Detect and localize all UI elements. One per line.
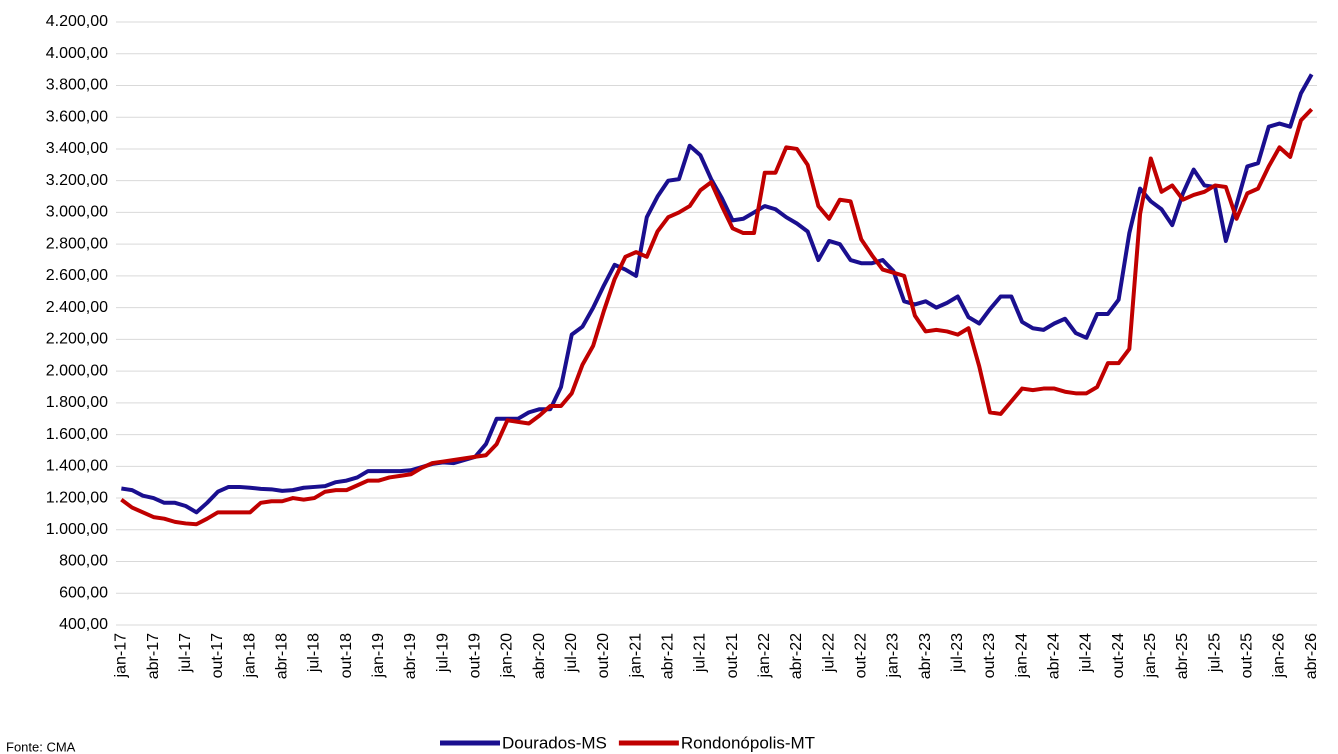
x-tick-label: abr-17 xyxy=(145,633,162,679)
y-tick-label: 2.200,00 xyxy=(46,331,108,348)
x-tick-label: jul-22 xyxy=(820,633,837,673)
x-tick-label: jul-21 xyxy=(692,633,709,673)
x-tick-label: jul-17 xyxy=(177,633,194,673)
y-tick-label: 2.800,00 xyxy=(46,235,108,252)
x-tick-label: abr-21 xyxy=(659,633,676,679)
y-tick-label: 3.200,00 xyxy=(46,172,108,189)
x-tick-label: jul-20 xyxy=(563,633,580,673)
x-tick-label: out-23 xyxy=(981,633,998,678)
x-tick-label: jul-23 xyxy=(949,633,966,673)
x-tick-label: out-24 xyxy=(1110,633,1127,678)
x-tick-label: abr-20 xyxy=(531,633,548,679)
x-tick-label: jul-19 xyxy=(434,633,451,673)
y-tick-label: 4.200,00 xyxy=(46,13,108,30)
x-tick-label: jan-19 xyxy=(370,633,387,679)
legend-label: Dourados-MS xyxy=(502,733,607,752)
x-tick-label: abr-19 xyxy=(402,633,419,679)
x-tick-label: jan-17 xyxy=(113,633,130,679)
y-tick-label: 1.400,00 xyxy=(46,458,108,475)
x-tick-label: jul-25 xyxy=(1206,633,1223,673)
y-tick-label: 2.400,00 xyxy=(46,299,108,316)
y-tick-label: 400,00 xyxy=(59,616,108,633)
x-tick-label: abr-26 xyxy=(1303,633,1320,679)
x-tick-label: jan-20 xyxy=(499,633,516,679)
x-tick-label: jan-24 xyxy=(1013,633,1030,679)
series-line xyxy=(121,73,1314,515)
y-tick-label: 3.000,00 xyxy=(46,204,108,221)
y-tick-label: 2.000,00 xyxy=(46,362,108,379)
y-tick-label: 1.200,00 xyxy=(46,489,108,506)
x-tick-label: jul-24 xyxy=(1078,633,1095,673)
y-tick-label: 4.000,00 xyxy=(46,45,108,62)
x-tick-label: out-18 xyxy=(338,633,355,678)
x-tick-label: abr-23 xyxy=(917,633,934,679)
x-tick-label: abr-25 xyxy=(1174,633,1191,679)
y-tick-label: 1.800,00 xyxy=(46,394,108,411)
x-tick-label: out-20 xyxy=(595,633,612,678)
y-tick-label: 800,00 xyxy=(59,553,108,570)
y-tick-label: 2.600,00 xyxy=(46,267,108,284)
series-line xyxy=(120,107,1314,527)
x-tick-label: abr-18 xyxy=(273,633,290,679)
y-tick-label: 3.400,00 xyxy=(46,140,108,157)
y-tick-label: 3.800,00 xyxy=(46,77,108,94)
x-tick-label: jan-25 xyxy=(1142,633,1159,679)
source-note: Fonte: CMA xyxy=(6,739,76,754)
x-tick-label: out-25 xyxy=(1239,633,1256,678)
x-tick-label: out-19 xyxy=(466,633,483,678)
y-tick-label: 3.600,00 xyxy=(46,108,108,125)
x-tick-label: jan-22 xyxy=(756,633,773,679)
x-tick-label: out-21 xyxy=(724,633,741,678)
x-tick-label: out-17 xyxy=(209,633,226,678)
x-tick-label: out-22 xyxy=(852,633,869,678)
x-tick-label: jan-26 xyxy=(1271,633,1288,679)
x-tick-label: abr-22 xyxy=(788,633,805,679)
x-tick-label: abr-24 xyxy=(1046,633,1063,679)
x-tick-label: jan-23 xyxy=(885,633,902,679)
x-tick-label: jan-18 xyxy=(241,633,258,679)
y-tick-label: 1.000,00 xyxy=(46,521,108,538)
x-tick-label: jan-21 xyxy=(627,633,644,679)
x-tick-label: jul-18 xyxy=(306,633,323,673)
y-tick-label: 600,00 xyxy=(59,584,108,601)
y-tick-label: 1.600,00 xyxy=(46,426,108,443)
legend-label: Rondonópolis-MT xyxy=(681,733,815,752)
